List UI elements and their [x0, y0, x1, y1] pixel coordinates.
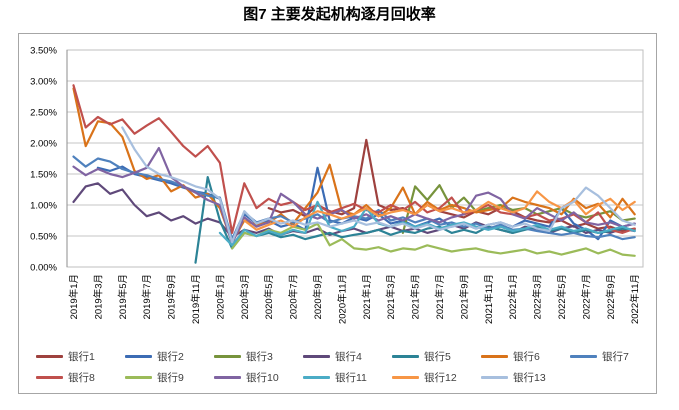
x-axis-tick-label: 2019年1月 [68, 274, 80, 319]
x-axis-tick-label: 2022年5月 [556, 274, 568, 319]
chart-title: 图7 主要发起机构逐月回收率 [243, 6, 436, 23]
legend-line-swatch [214, 355, 241, 358]
legend-item-4: 银行4 [303, 349, 392, 364]
legend-label: 银行10 [246, 372, 279, 384]
legend-label: 银行6 [513, 351, 540, 363]
y-axis-tick-label: 2.00% [30, 139, 57, 150]
y-axis-tick-label: 2.50% [30, 108, 57, 119]
legend-line-swatch [303, 376, 330, 379]
x-axis-tick-label: 2019年5月 [117, 274, 129, 319]
series-line-5 [194, 176, 636, 264]
legend-line-swatch [36, 376, 63, 379]
series-line-12 [243, 190, 636, 231]
legend-item-7: 银行7 [570, 349, 659, 364]
legend-label: 银行11 [335, 372, 367, 384]
x-axis-tick-label: 2020年5月 [263, 274, 275, 319]
legend-label: 银行9 [157, 372, 184, 384]
y-axis-tick-label: 0.50% [30, 232, 57, 243]
legend-item-2: 银行2 [125, 349, 214, 364]
x-axis-tick-label: 2021年7月 [434, 274, 446, 319]
x-axis-tick-label: 2022年9月 [605, 274, 617, 319]
chart-legend: 银行1 银行2 银行3 银行4 银行5 银行6 银行7 银行8 银行9 银行10 银行11 银行12 银… [36, 349, 661, 385]
x-axis-tick-label: 2020年1月 [214, 274, 226, 319]
series-line-8 [72, 84, 636, 234]
legend-line-swatch [570, 355, 597, 358]
x-axis-tick-label: 2021年11月 [483, 274, 495, 324]
x-axis-tick-label: 2020年9月 [312, 274, 324, 319]
series-line-11 [218, 200, 636, 247]
x-axis-tick-label: 2020年7月 [288, 274, 300, 319]
legend-line-swatch [125, 376, 152, 379]
legend-line-swatch [481, 355, 508, 358]
legend-line-swatch [481, 376, 508, 379]
legend-label: 银行12 [424, 372, 457, 384]
series-line-7 [72, 155, 636, 241]
x-axis-tick-label: 2022年1月 [507, 274, 519, 319]
x-axis-tick-label: 2021年1月 [361, 274, 373, 319]
y-axis-tick-label: 1.50% [30, 170, 57, 181]
x-axis-tick-label: 2019年3月 [92, 274, 104, 319]
y-axis-tick-label: 0.00% [30, 263, 57, 274]
legend-label: 银行4 [335, 351, 362, 363]
legend-line-swatch [392, 376, 419, 379]
legend-item-10: 银行10 [214, 370, 303, 385]
legend-label: 银行5 [424, 351, 451, 363]
legend-item-5: 银行5 [392, 349, 481, 364]
x-axis-tick-label: 2022年3月 [532, 274, 544, 319]
legend-label: 银行3 [246, 351, 273, 363]
x-axis-tick-label: 2022年11月 [629, 274, 641, 324]
legend-item-8: 银行8 [36, 370, 125, 385]
x-axis-tick-label: 2019年7月 [141, 274, 153, 319]
x-axis-tick-label: 2020年3月 [239, 274, 251, 319]
legend-line-swatch [392, 355, 419, 358]
x-axis-tick-label: 2021年9月 [458, 274, 470, 319]
y-axis-tick-label: 3.00% [30, 77, 57, 88]
legend-label: 银行13 [513, 372, 546, 384]
legend-item-12: 银行12 [392, 370, 481, 385]
legend-line-swatch [125, 355, 152, 358]
legend-item-3: 银行3 [214, 349, 303, 364]
x-axis-tick-label: 2021年5月 [410, 274, 422, 319]
legend-label: 银行1 [68, 351, 95, 363]
legend-line-swatch [214, 376, 241, 379]
legend-line-swatch [36, 355, 63, 358]
legend-label: 银行7 [602, 351, 629, 363]
x-axis-tick-label: 2019年9月 [166, 274, 178, 319]
y-axis-tick-label: 1.00% [30, 201, 57, 212]
series-line-9 [231, 222, 636, 257]
legend-label: 银行8 [68, 372, 95, 384]
x-axis-tick-label: 2019年11月 [190, 274, 202, 324]
x-axis-tick-label: 2020年11月 [336, 274, 348, 324]
legend-line-swatch [303, 355, 330, 358]
legend-label: 银行2 [157, 351, 184, 363]
series-line-10 [72, 146, 636, 245]
legend-item-9: 银行9 [125, 370, 214, 385]
x-axis-tick-label: 2022年7月 [580, 274, 592, 319]
y-axis-tick-label: 3.50% [30, 46, 57, 57]
legend-item-13: 银行13 [481, 370, 570, 385]
legend-item-11: 银行11 [303, 370, 392, 385]
legend-item-1: 银行1 [36, 349, 125, 364]
x-axis-tick-label: 2021年3月 [385, 274, 397, 319]
legend-item-6: 银行6 [481, 349, 570, 364]
series-line-13 [121, 126, 636, 244]
